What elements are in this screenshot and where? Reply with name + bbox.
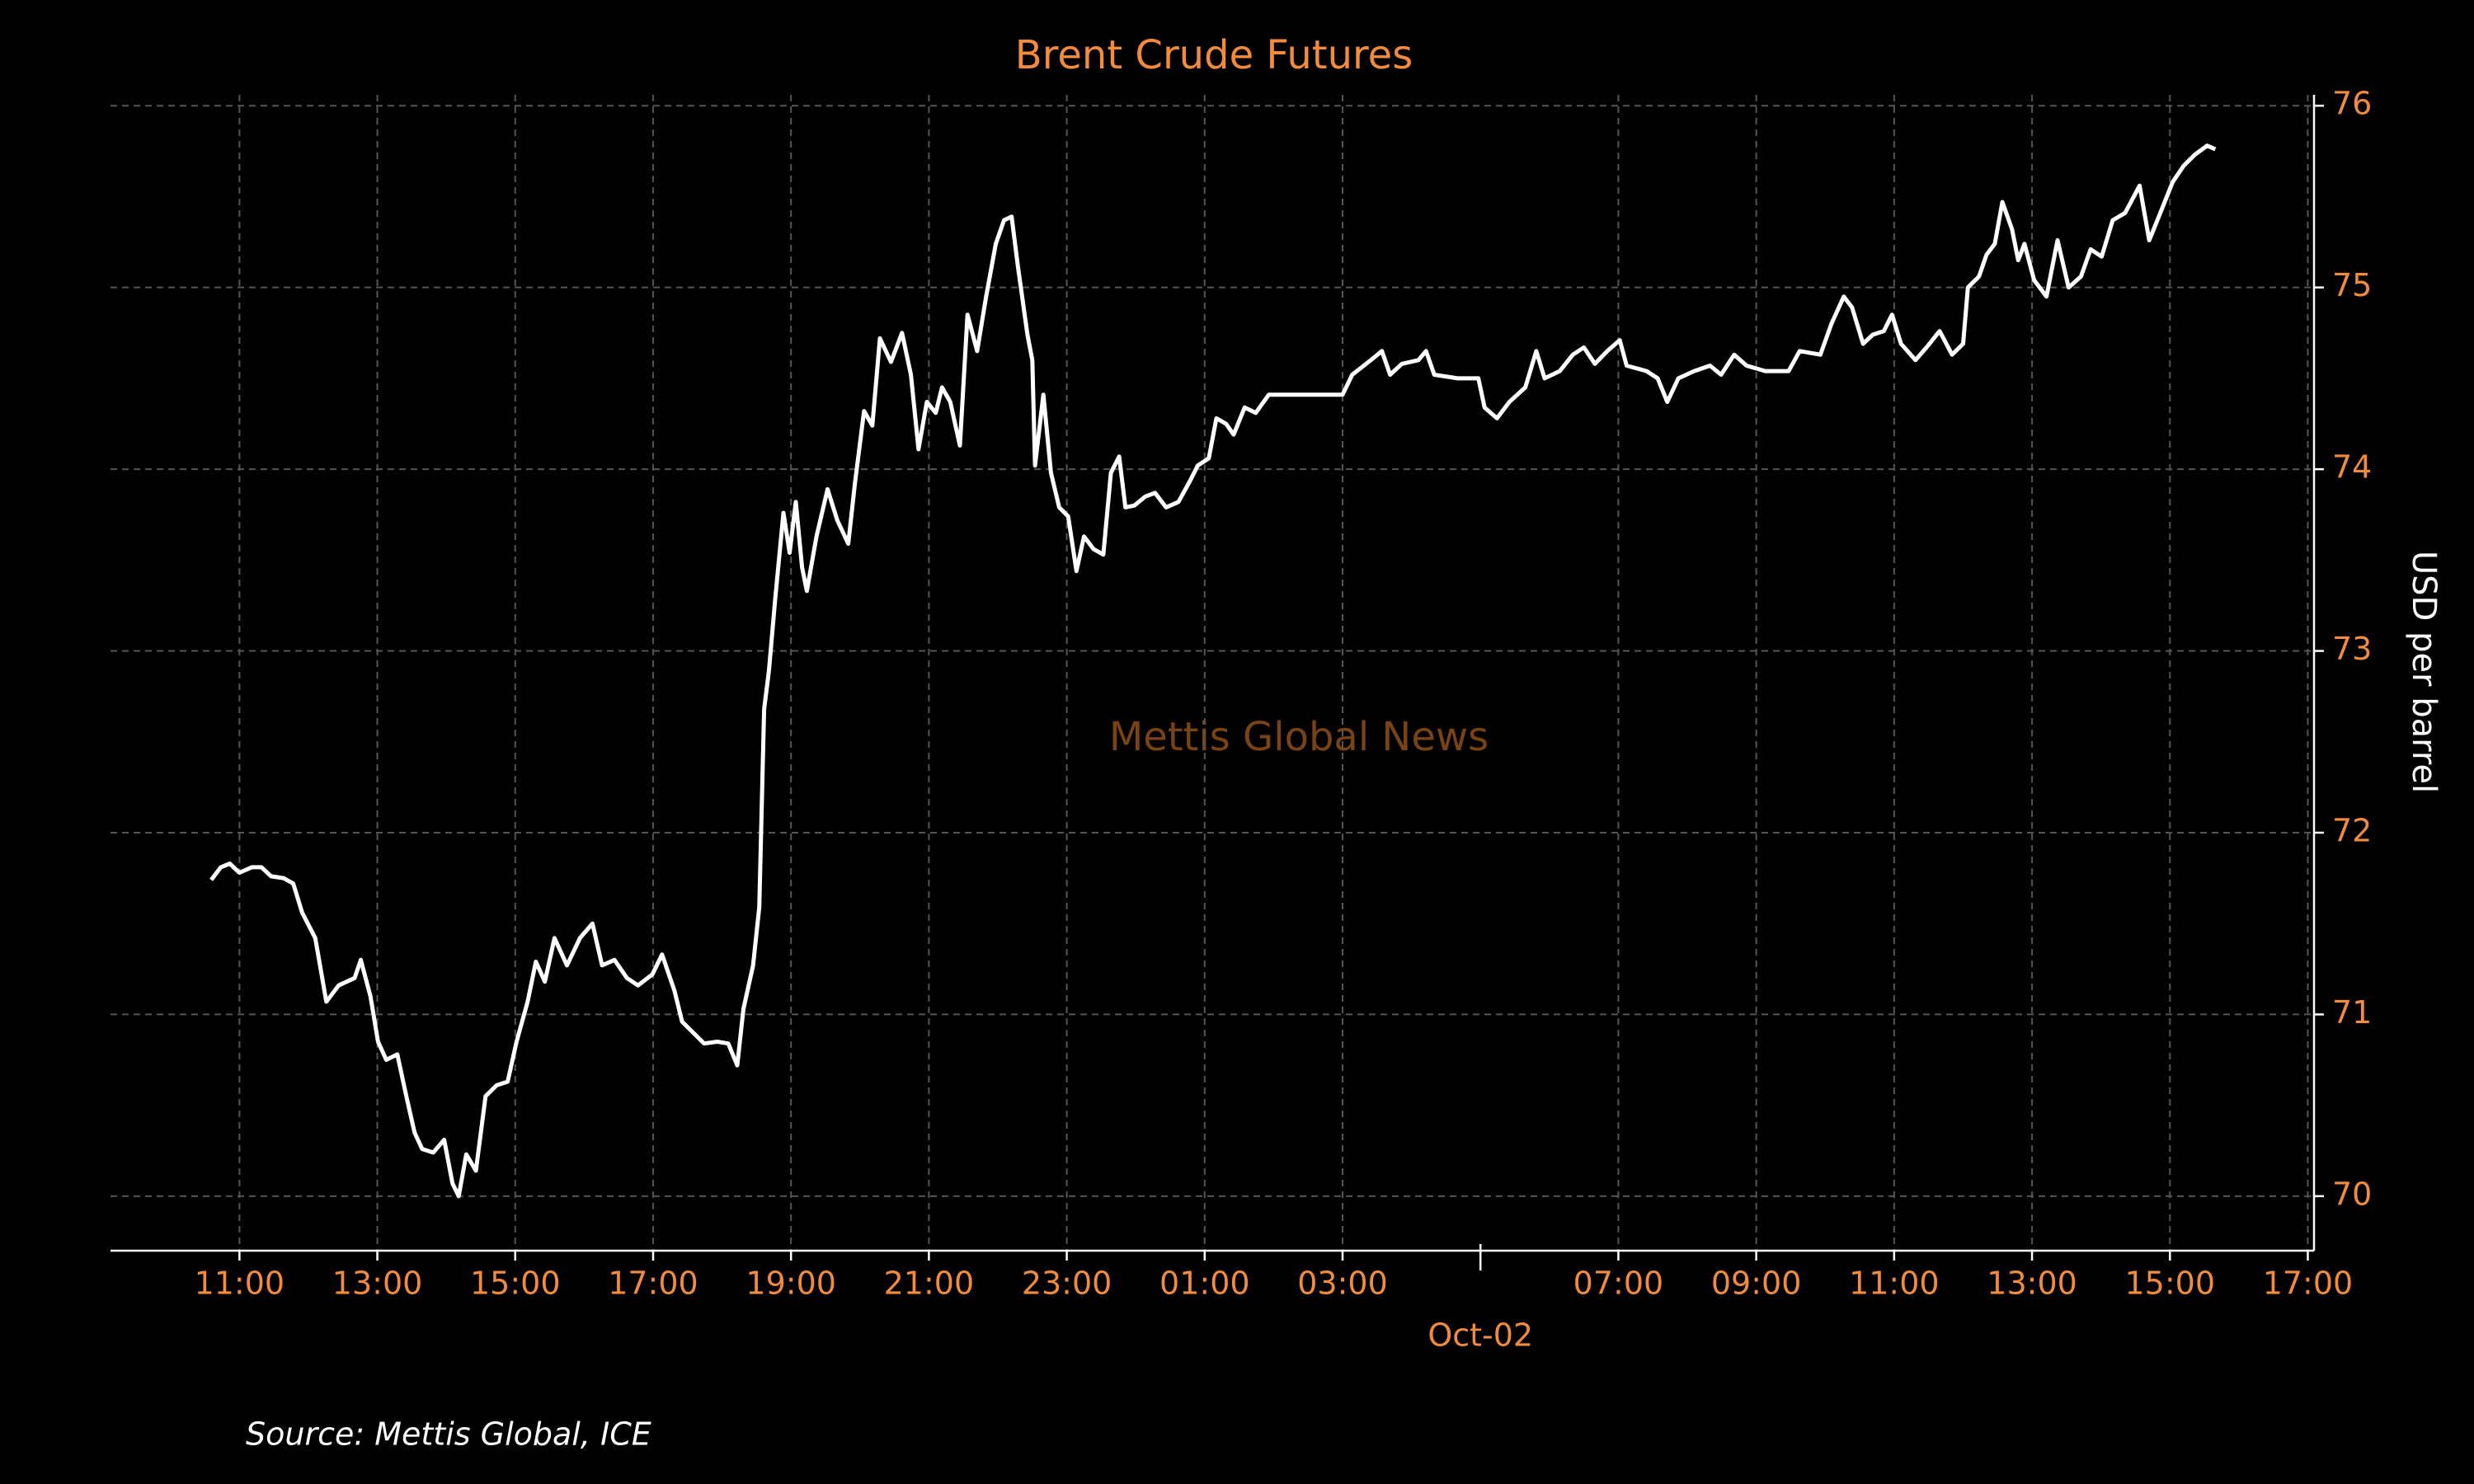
price-line [209, 143, 2217, 1199]
y-tick-label: 73 [2332, 631, 2372, 667]
y-tick-label: 74 [2332, 449, 2372, 486]
y-tick-label: 70 [2332, 1176, 2372, 1212]
x-tick-label: 17:00 [2263, 1266, 2354, 1302]
x-major-tick-label: Oct-02 [1427, 1317, 1533, 1354]
x-tick-label: 21:00 [884, 1266, 975, 1302]
x-tick-label: 07:00 [1573, 1266, 1664, 1302]
x-tick-label: 09:00 [1711, 1266, 1802, 1302]
y-tick-label: 71 [2332, 994, 2372, 1031]
x-tick-label: 11:00 [195, 1266, 285, 1302]
x-tick-label: 23:00 [1022, 1266, 1112, 1302]
x-tick-label: 13:00 [1987, 1266, 2077, 1302]
x-tick-label: 11:00 [1849, 1266, 1940, 1302]
x-tick-label: 03:00 [1297, 1266, 1388, 1302]
x-tick-label: 13:00 [332, 1266, 423, 1302]
source-note: Source: Mettis Global, ICE [246, 1416, 651, 1453]
y-axis-label: USD per barrel [2405, 551, 2443, 793]
y-tick-label: 72 [2332, 812, 2372, 848]
x-tick-label: 15:00 [2125, 1266, 2216, 1302]
x-tick-label: 19:00 [745, 1266, 836, 1302]
watermark: Mettis Global News [1109, 714, 1489, 760]
y-tick-label: 76 [2332, 86, 2372, 122]
chart-title: Brent Crude Futures [1015, 32, 1413, 78]
y-tick-label: 75 [2332, 267, 2372, 303]
x-tick-label: 17:00 [608, 1266, 698, 1302]
x-tick-label: 15:00 [470, 1266, 561, 1302]
x-tick-label: 01:00 [1159, 1266, 1250, 1302]
